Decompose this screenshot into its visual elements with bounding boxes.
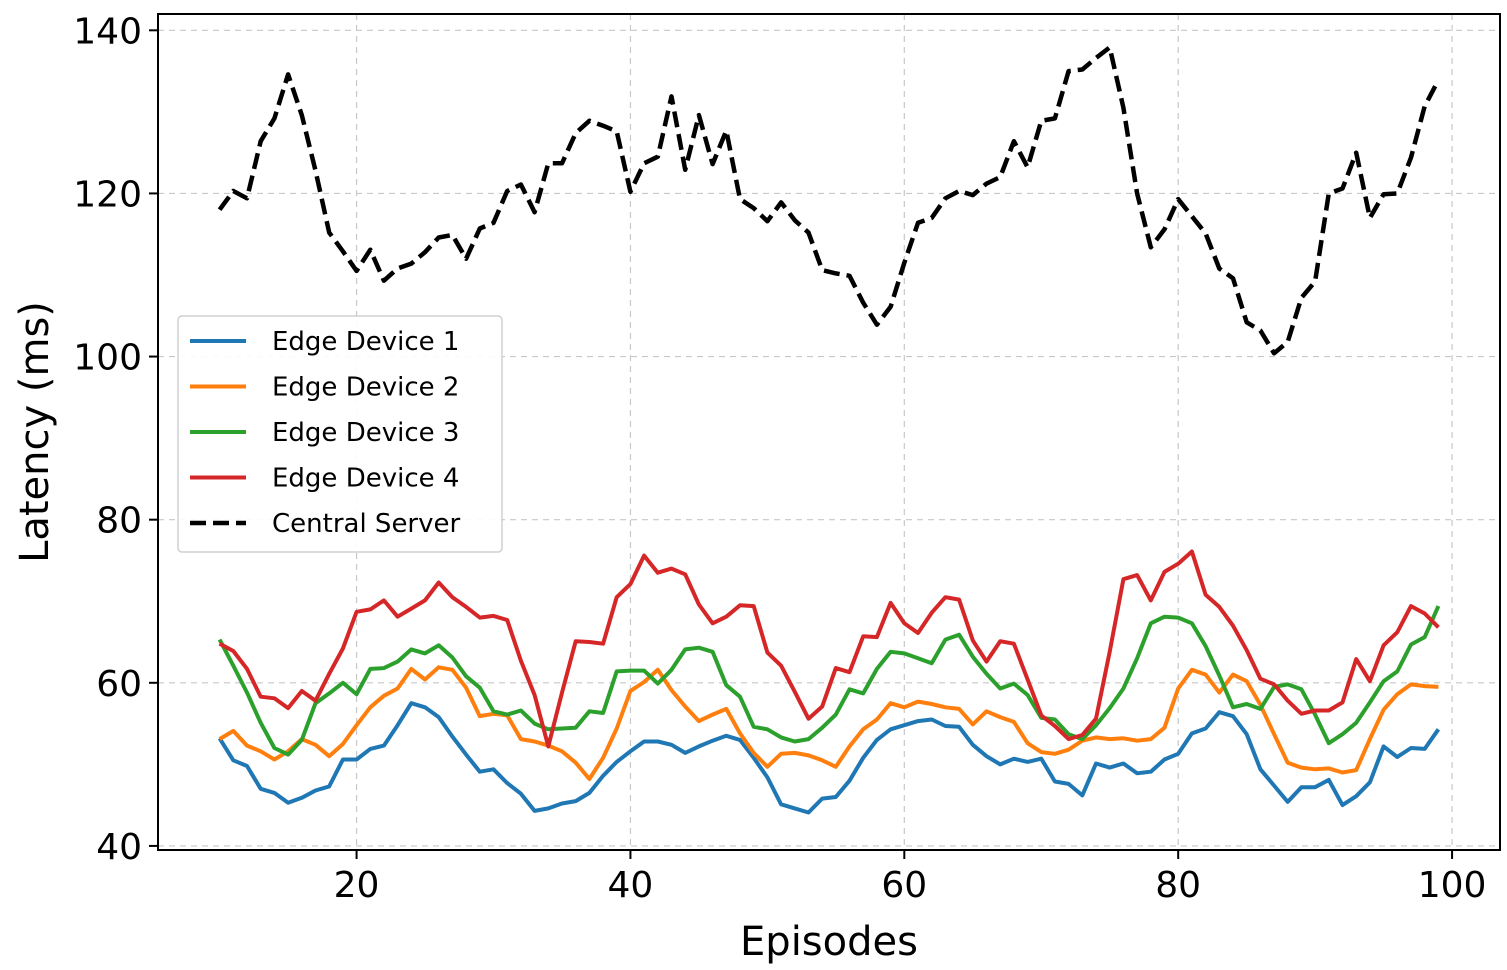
plot-frame <box>157 13 1501 851</box>
series-lines <box>217 45 1441 815</box>
legend-label-3: Edge Device 3 <box>272 418 459 448</box>
legend: Edge Device 1 Edge Device 2 Edge Device 3 E… <box>177 315 503 553</box>
x-tick-label: 80 <box>1155 865 1201 906</box>
x-tick-label: 20 <box>334 865 380 906</box>
y-tick-label: 80 <box>96 501 142 542</box>
x-axis-label: Episodes <box>740 919 918 965</box>
y-axis-label: Latency (ms) <box>12 301 58 563</box>
legend-label-2: Edge Device 2 <box>272 373 459 403</box>
series-line-1 <box>217 701 1441 815</box>
y-tick-label: 140 <box>73 11 142 52</box>
x-tick-label: 60 <box>881 865 927 906</box>
x-tick-label: 40 <box>608 865 654 906</box>
series-line-3 <box>217 605 1441 757</box>
y-tick-label: 40 <box>96 827 142 868</box>
legend-label-5: Central Server <box>272 509 461 539</box>
series-line-4 <box>218 549 1440 749</box>
y-tick-label: 100 <box>73 338 142 379</box>
y-tick-label: 120 <box>73 174 142 215</box>
series-line-5 <box>217 45 1441 356</box>
y-tick-label: 60 <box>96 664 142 705</box>
legend-label-1: Edge Device 1 <box>272 327 459 357</box>
series-line-2 <box>218 665 1439 781</box>
legend-box <box>177 315 503 553</box>
legend-label-4: Edge Device 4 <box>272 464 459 494</box>
x-tick-label: 100 <box>1418 865 1487 906</box>
axis-ticks: 20 40 60 80 100 40 60 80 100 120 140 <box>73 11 1486 906</box>
